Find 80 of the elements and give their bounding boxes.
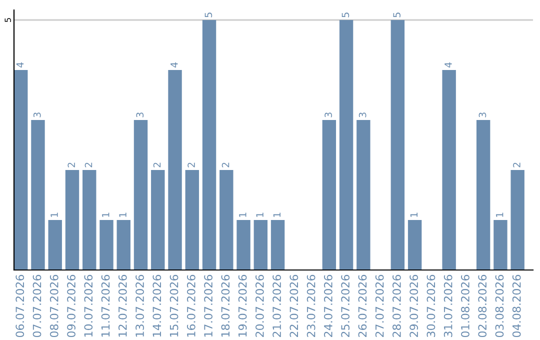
data-label: 1	[239, 212, 246, 217]
data-label: 3	[136, 112, 144, 118]
bar	[220, 170, 234, 270]
x-tick-label: 10.07.2026	[84, 274, 93, 337]
x-tick-label: 22.07.2026	[290, 274, 298, 337]
x-tick-label: 29.07.2026	[410, 274, 418, 337]
x-tick-label: 28.07.2026	[392, 274, 401, 337]
bar	[168, 70, 182, 270]
bar	[476, 120, 490, 270]
bar	[270, 220, 285, 270]
x-tick-label: 13.07.2026	[136, 274, 144, 337]
x-tick-label: 21.07.2026	[272, 274, 282, 337]
x-tick-label: 27.07.2026	[375, 274, 384, 337]
bar	[48, 220, 62, 270]
x-tick-label: 04.08.2026	[512, 274, 521, 338]
data-label: 3	[358, 112, 366, 118]
x-tick-label: 20.07.2026	[255, 274, 264, 337]
x-tick-label: 31.07.2026	[444, 274, 452, 337]
bar	[339, 20, 354, 270]
bar	[100, 220, 114, 270]
data-label: 3	[33, 112, 41, 118]
data-label: 4	[444, 62, 452, 68]
data-label: 2	[153, 162, 161, 168]
data-label: 4	[170, 62, 178, 68]
data-label: 2	[513, 162, 520, 168]
data-label: 1	[496, 212, 504, 217]
bar	[322, 120, 336, 270]
x-tick-label: 17.07.2026	[204, 274, 212, 337]
x-tick-label: 08.07.2026	[50, 274, 58, 338]
bar	[254, 220, 268, 270]
x-tick-label: 19.07.2026	[238, 274, 247, 337]
data-label: 1	[256, 212, 264, 217]
x-tick-label: 25.07.2026	[341, 274, 350, 337]
data-label: 1	[273, 212, 280, 217]
x-tick-label: 06.07.2026	[16, 274, 24, 338]
bar	[185, 170, 199, 270]
bar	[236, 220, 250, 270]
x-tick-label: 16.07.2026	[186, 274, 196, 337]
x-tick-label: 23.07.2026	[306, 274, 316, 337]
x-tick-label: 09.07.2026	[67, 274, 76, 338]
data-label: 1	[410, 212, 418, 217]
data-label: 2	[84, 162, 92, 168]
x-tick-label: 24.07.2026	[324, 274, 332, 337]
x-tick-label: 03.08.2026	[495, 274, 504, 338]
x-tick-label: 02.08.2026	[478, 274, 487, 338]
data-label: 1	[119, 212, 126, 217]
x-tick-label: 14.07.2026	[152, 274, 162, 337]
x-tick-label: 07.07.2026	[32, 274, 42, 338]
x-tick-label: 26.07.2026	[358, 274, 367, 337]
data-label: 3	[478, 112, 486, 118]
data-label: 3	[324, 112, 332, 118]
bar	[116, 220, 130, 270]
data-label: 5	[342, 12, 350, 18]
data-label: 5	[393, 12, 401, 18]
bar	[408, 220, 422, 270]
bar	[151, 170, 165, 270]
data-label: 4	[16, 62, 24, 68]
bar	[442, 70, 456, 270]
x-tick-label: 15.07.2026	[170, 274, 178, 337]
data-label: 5	[204, 12, 212, 18]
bar	[82, 170, 96, 270]
data-label: 1	[102, 212, 110, 217]
bar	[65, 170, 80, 270]
data-label: 2	[222, 162, 230, 168]
bar	[510, 170, 524, 270]
bar	[494, 220, 508, 270]
bar	[356, 120, 370, 270]
bar	[31, 120, 45, 270]
bar	[134, 120, 148, 270]
x-tick-label: 30.07.2026	[426, 274, 436, 337]
data-label: 2	[188, 162, 195, 168]
bar	[202, 20, 216, 270]
bar	[390, 20, 405, 270]
bar	[14, 70, 28, 270]
data-label: 1	[50, 212, 58, 217]
x-tick-label: 11.07.2026	[101, 274, 110, 337]
x-tick-label: 01.08.2026	[461, 274, 470, 338]
x-tick-label: 18.07.2026	[221, 274, 230, 337]
x-tick-label: 12.07.2026	[118, 274, 127, 337]
data-label: 2	[68, 162, 75, 168]
